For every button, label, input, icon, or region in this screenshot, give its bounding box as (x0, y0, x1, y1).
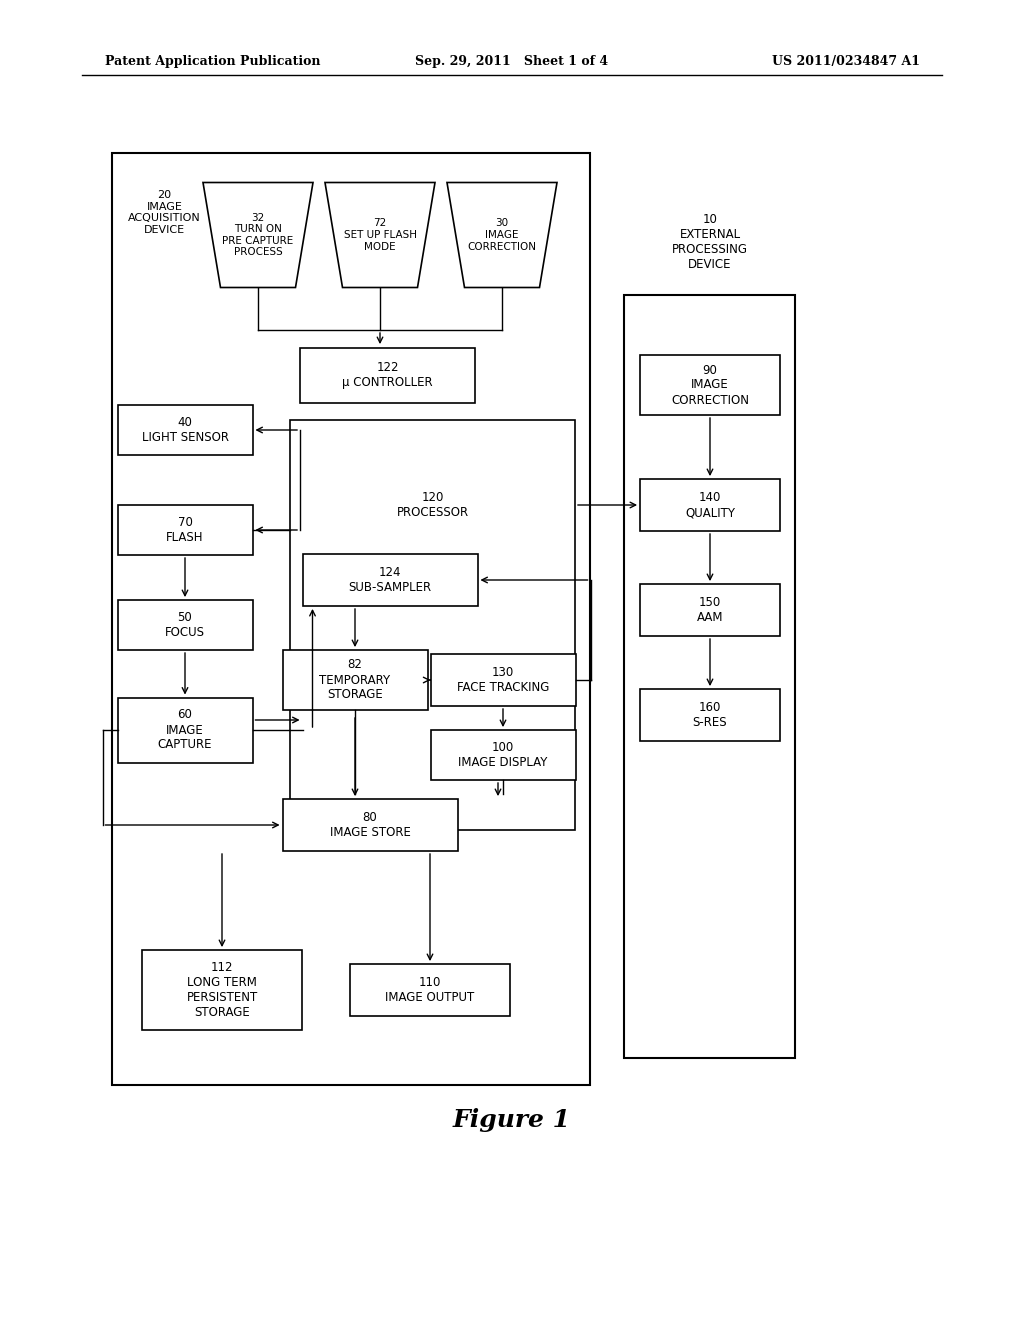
Text: 30
IMAGE
CORRECTION: 30 IMAGE CORRECTION (468, 218, 537, 252)
Bar (118, 697, 253, 763)
Bar (302, 554, 477, 606)
Bar (283, 799, 458, 851)
Bar (640, 583, 780, 636)
Text: 150
AAM: 150 AAM (696, 597, 723, 624)
Text: US 2011/0234847 A1: US 2011/0234847 A1 (772, 55, 920, 69)
Text: Sep. 29, 2011   Sheet 1 of 4: Sep. 29, 2011 Sheet 1 of 4 (416, 55, 608, 69)
Text: 60
IMAGE
CAPTURE: 60 IMAGE CAPTURE (158, 709, 212, 751)
Text: 80
IMAGE STORE: 80 IMAGE STORE (330, 810, 411, 840)
Polygon shape (203, 182, 313, 288)
Bar (290, 420, 575, 830)
Bar (640, 479, 780, 531)
Text: 70
FLASH: 70 FLASH (166, 516, 204, 544)
Text: 10
EXTERNAL
PROCESSING
DEVICE: 10 EXTERNAL PROCESSING DEVICE (672, 213, 748, 271)
Bar (350, 964, 510, 1016)
Bar (118, 405, 253, 455)
Text: 90
IMAGE
CORRECTION: 90 IMAGE CORRECTION (671, 363, 749, 407)
Text: 112
LONG TERM
PERSISTENT
STORAGE: 112 LONG TERM PERSISTENT STORAGE (186, 961, 258, 1019)
Bar (283, 649, 427, 710)
Text: 82
TEMPORARY
STORAGE: 82 TEMPORARY STORAGE (319, 659, 390, 701)
Polygon shape (325, 182, 435, 288)
Bar (142, 950, 302, 1030)
Bar (640, 355, 780, 414)
Polygon shape (447, 182, 557, 288)
Bar (624, 294, 795, 1059)
Text: 130
FACE TRACKING: 130 FACE TRACKING (457, 667, 549, 694)
Text: 124
SUB-SAMPLER: 124 SUB-SAMPLER (348, 566, 431, 594)
Text: 110
IMAGE OUTPUT: 110 IMAGE OUTPUT (385, 975, 475, 1005)
Text: 140
QUALITY: 140 QUALITY (685, 491, 735, 519)
Text: 32
TURN ON
PRE CAPTURE
PROCESS: 32 TURN ON PRE CAPTURE PROCESS (222, 213, 294, 257)
Text: Figure 1: Figure 1 (453, 1107, 571, 1133)
Text: 40
LIGHT SENSOR: 40 LIGHT SENSOR (141, 416, 228, 444)
Bar (118, 601, 253, 649)
Text: Patent Application Publication: Patent Application Publication (105, 55, 321, 69)
Text: 72
SET UP FLASH
MODE: 72 SET UP FLASH MODE (343, 218, 417, 252)
Bar (112, 153, 590, 1085)
Bar (430, 653, 575, 706)
Bar (300, 347, 475, 403)
Bar (430, 730, 575, 780)
Text: 160
S-RES: 160 S-RES (692, 701, 727, 729)
Bar (118, 506, 253, 554)
Text: 50
FOCUS: 50 FOCUS (165, 611, 205, 639)
Text: 100
IMAGE DISPLAY: 100 IMAGE DISPLAY (459, 741, 548, 770)
Bar (640, 689, 780, 741)
Text: 20
IMAGE
ACQUISITION
DEVICE: 20 IMAGE ACQUISITION DEVICE (128, 190, 201, 235)
Text: 122
μ CONTROLLER: 122 μ CONTROLLER (342, 360, 433, 389)
Text: 120
PROCESSOR: 120 PROCESSOR (396, 491, 469, 519)
